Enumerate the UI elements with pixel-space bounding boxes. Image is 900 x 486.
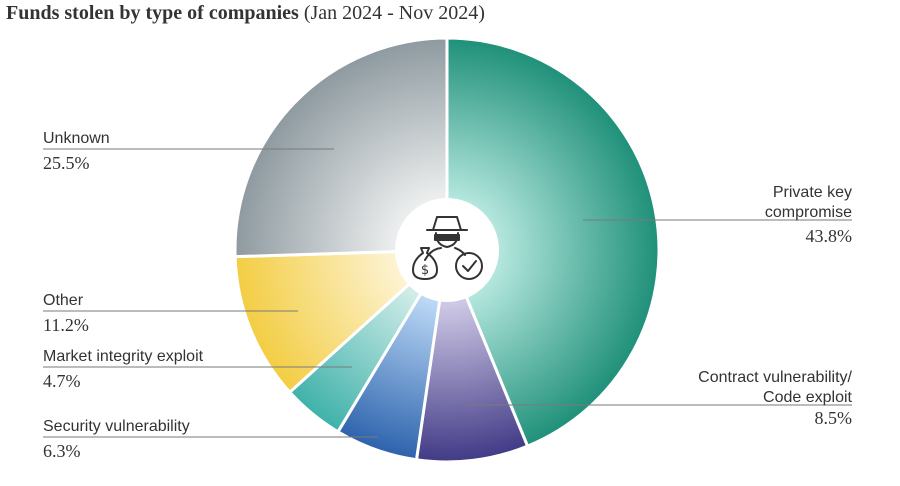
slice-value-unknown: 25.5%	[43, 153, 90, 173]
dollar-sign-glyph: $	[421, 263, 429, 278]
slice-value-market-integrity: 4.7%	[43, 371, 81, 391]
thief-money-bag-clock-icon: $	[412, 216, 483, 280]
center-circle	[395, 198, 499, 302]
slice-value-other: 11.2%	[43, 315, 89, 335]
pie-slice-other	[233, 248, 449, 394]
slice-label-contract-vulnerability: Contract vulnerability/ Code exploit	[698, 368, 852, 408]
slice-value-contract-vulnerability: 8.5%	[814, 408, 853, 428]
slice-label-line: Code exploit	[763, 389, 852, 406]
chart-title-main: Funds stolen by type of companies	[6, 2, 299, 24]
slice-label-unknown: Unknown	[43, 130, 110, 147]
pie-slice-contract-vulnerability	[414, 248, 530, 464]
slice-label-private-key: Private key compromise	[765, 183, 852, 223]
slice-value-private-key: 43.8%	[805, 226, 853, 246]
leader-lines	[43, 148, 852, 438]
slice-label-line: Private key	[772, 184, 852, 201]
slice-label-line: Contract vulnerability/	[698, 369, 852, 386]
pie-slices	[233, 36, 661, 464]
slice-label-security-vulnerability: Security vulnerability	[43, 418, 190, 435]
slice-value-security-vulnerability: 6.3%	[43, 441, 81, 461]
slice-label-line: compromise	[764, 204, 852, 221]
chart-title-daterange: (Jan 2024 - Nov 2024)	[298, 2, 485, 24]
pie-slice-private-key	[445, 36, 661, 448]
slice-label-other: Other	[43, 292, 84, 309]
chart-title: Funds stolen by type of companies (Jan 2…	[6, 2, 485, 25]
pie-slice-unknown	[233, 36, 449, 259]
slice-label-market-integrity: Market integrity exploit	[43, 348, 204, 365]
